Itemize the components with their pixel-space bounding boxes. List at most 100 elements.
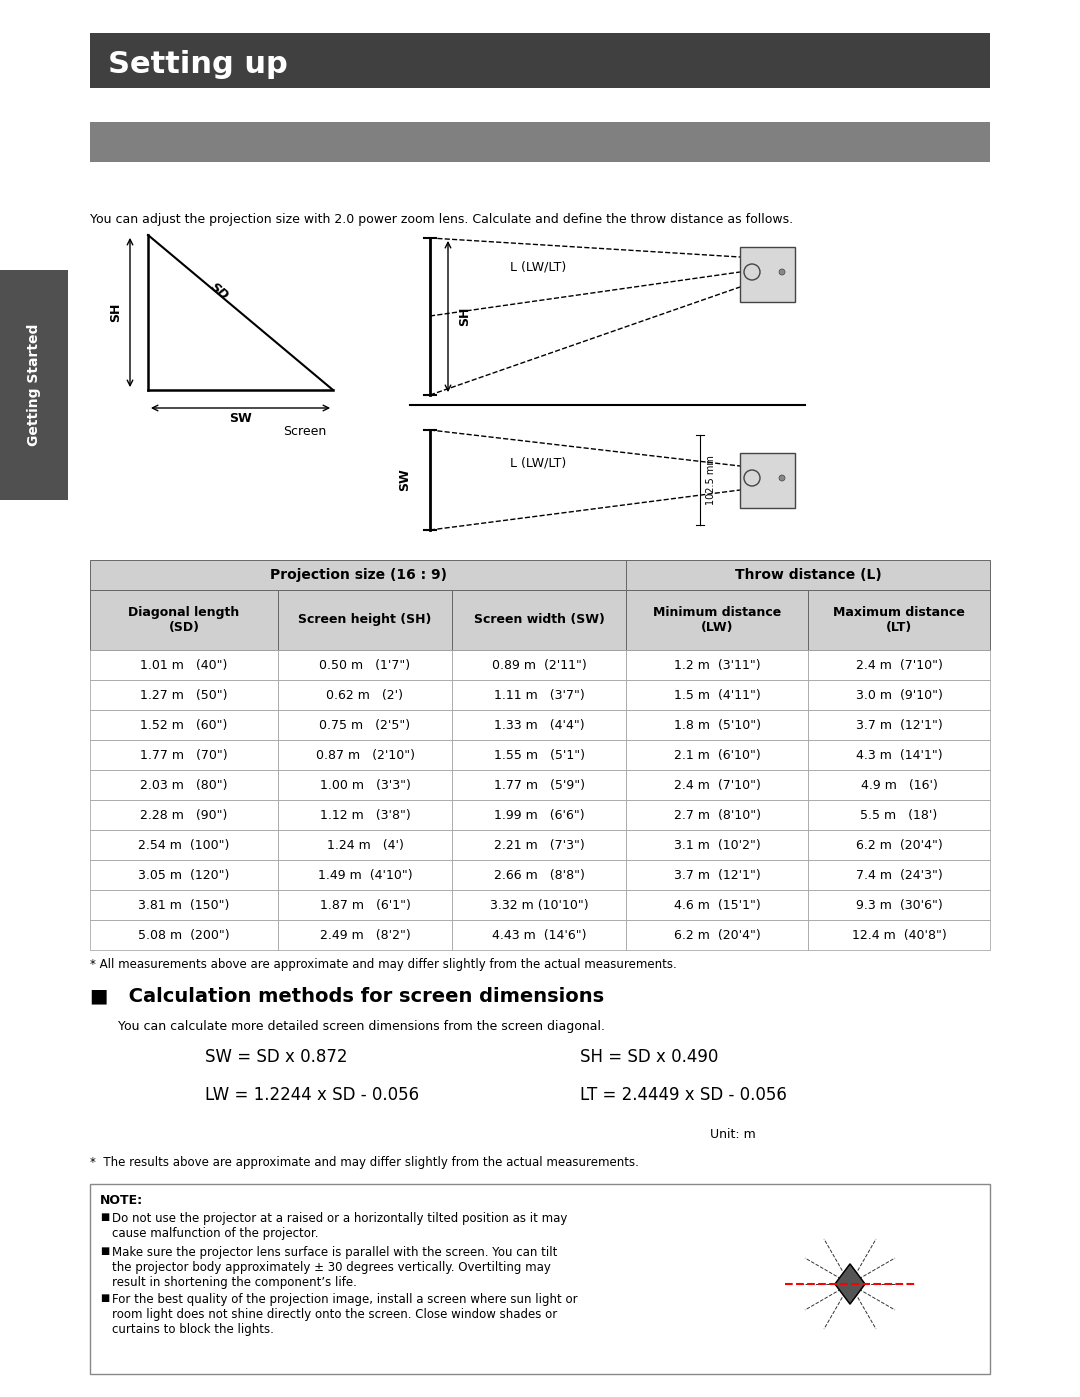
Text: 5.08 m  (200"): 5.08 m (200") [138,929,230,942]
Bar [453,590,626,650]
Text: 2.4 m  (7'10"): 2.4 m (7'10") [855,658,943,672]
Text: 4.6 m  (15'1"): 4.6 m (15'1") [674,898,760,911]
Text: 6.2 m  (20'4"): 6.2 m (20'4") [855,838,943,852]
Text: 2.49 m   (8'2"): 2.49 m (8'2") [320,929,410,942]
Text: 5.5 m   (18'): 5.5 m (18') [861,809,937,821]
Text: 3.81 m  (150"): 3.81 m (150") [138,898,230,911]
Text: 7.4 m  (24'3"): 7.4 m (24'3") [855,869,943,882]
Text: SW = SD x 0.872: SW = SD x 0.872 [205,1048,348,1066]
Text: 1.11 m   (3'7"): 1.11 m (3'7") [494,689,584,701]
Text: 1.87 m   (6'1"): 1.87 m (6'1") [320,898,410,911]
Text: 3.7 m  (12'1"): 3.7 m (12'1") [855,718,943,732]
Text: 3.32 m (10'10"): 3.32 m (10'10") [489,898,589,911]
Text: 12.4 m  (40'8"): 12.4 m (40'8") [852,929,946,942]
Text: 3.0 m  (9'10"): 3.0 m (9'10") [855,689,943,701]
Bar [278,921,453,950]
Text: 2.03 m   (80"): 2.03 m (80") [140,778,228,792]
Text: L (LW/LT): L (LW/LT) [510,260,566,272]
Text: 6.2 m  (20'4"): 6.2 m (20'4") [674,929,760,942]
Bar [90,680,278,710]
Text: 102.5 mm: 102.5 mm [706,455,716,504]
Text: 1.12 m   (3'8"): 1.12 m (3'8") [320,809,410,821]
Text: Minimum distance
(LW): Minimum distance (LW) [653,606,781,634]
Bar [90,861,278,890]
Text: 2.66 m   (8'8"): 2.66 m (8'8") [494,869,584,882]
Bar [808,830,990,861]
Bar [740,453,795,509]
Text: 0.50 m   (1'7"): 0.50 m (1'7") [320,658,410,672]
Bar [808,861,990,890]
Bar [453,770,626,800]
Text: 1.01 m   (40"): 1.01 m (40") [140,658,228,672]
Bar [626,890,808,921]
Bar [626,740,808,770]
Text: 1.52 m   (60"): 1.52 m (60") [140,718,228,732]
Bar [278,830,453,861]
Bar [808,800,990,830]
Bar [740,247,795,302]
Text: 1.77 m   (5'9"): 1.77 m (5'9") [494,778,584,792]
Text: Projection size (16 : 9): Projection size (16 : 9) [270,569,446,583]
Text: SW: SW [229,412,252,425]
Text: 0.87 m   (2'10"): 0.87 m (2'10") [315,749,415,761]
Bar [453,861,626,890]
Bar [808,740,990,770]
Bar [808,590,990,650]
Text: Make sure the projector lens surface is parallel with the screen. You can tilt
t: Make sure the projector lens surface is … [112,1246,557,1289]
Text: 4.3 m  (14'1"): 4.3 m (14'1") [855,749,943,761]
Circle shape [779,270,785,275]
Text: 1.5 m  (4'11"): 1.5 m (4'11") [674,689,760,701]
Text: L (LW/LT): L (LW/LT) [510,457,566,469]
Text: 0.75 m   (2'5"): 0.75 m (2'5") [320,718,410,732]
Bar [808,890,990,921]
Text: Screen height (SH): Screen height (SH) [298,613,432,626]
Bar [278,890,453,921]
Text: LW = 1.2244 x SD - 0.056: LW = 1.2244 x SD - 0.056 [205,1085,419,1104]
Bar [90,800,278,830]
Text: Screen width (SW): Screen width (SW) [473,613,605,626]
Text: SH: SH [109,302,122,321]
Bar [90,770,278,800]
Text: 2.28 m   (90"): 2.28 m (90") [140,809,228,821]
Text: 2.4 m  (7'10"): 2.4 m (7'10") [674,778,760,792]
Text: Do not use the projector at a raised or a horizontally tilted position as it may: Do not use the projector at a raised or … [112,1213,567,1241]
Bar [453,740,626,770]
Text: 3.05 m  (120"): 3.05 m (120") [138,869,230,882]
Text: LT = 2.4449 x SD - 0.056: LT = 2.4449 x SD - 0.056 [580,1085,787,1104]
Text: SH: SH [458,306,471,326]
Text: 0.89 m  (2'11"): 0.89 m (2'11") [491,658,586,672]
Bar [453,680,626,710]
Bar [278,800,453,830]
Text: Throw distance (L): Throw distance (L) [734,569,881,583]
Bar [278,861,453,890]
Bar [453,800,626,830]
Text: ■: ■ [100,1213,109,1222]
Bar [808,770,990,800]
Bar [0,270,68,500]
Text: SW: SW [399,468,411,492]
Bar [626,680,808,710]
Bar [808,650,990,680]
Bar [626,560,990,590]
Text: You can calculate more detailed screen dimensions from the screen diagonal.: You can calculate more detailed screen d… [118,1020,605,1032]
Bar [90,830,278,861]
Text: You can adjust the projection size with 2.0 power zoom lens. Calculate and defin: You can adjust the projection size with … [90,212,793,226]
Text: 2.1 m  (6'10"): 2.1 m (6'10") [674,749,760,761]
Text: 4.43 m  (14'6"): 4.43 m (14'6") [491,929,586,942]
Bar [626,921,808,950]
Text: Maximum distance
(LT): Maximum distance (LT) [833,606,964,634]
Text: 1.55 m   (5'1"): 1.55 m (5'1") [494,749,584,761]
Text: 3.1 m  (10'2"): 3.1 m (10'2") [674,838,760,852]
Bar [808,921,990,950]
Bar [626,830,808,861]
Text: 2.21 m   (7'3"): 2.21 m (7'3") [494,838,584,852]
Text: * All measurements above are approximate and may differ slightly from the actual: * All measurements above are approximate… [90,958,677,971]
Text: 1.33 m   (4'4"): 1.33 m (4'4") [494,718,584,732]
Bar [90,650,278,680]
Text: ■: ■ [100,1294,109,1303]
Text: 4.9 m   (16'): 4.9 m (16') [861,778,937,792]
Bar [278,590,453,650]
Bar [278,680,453,710]
Bar [90,710,278,740]
Bar [90,34,990,88]
